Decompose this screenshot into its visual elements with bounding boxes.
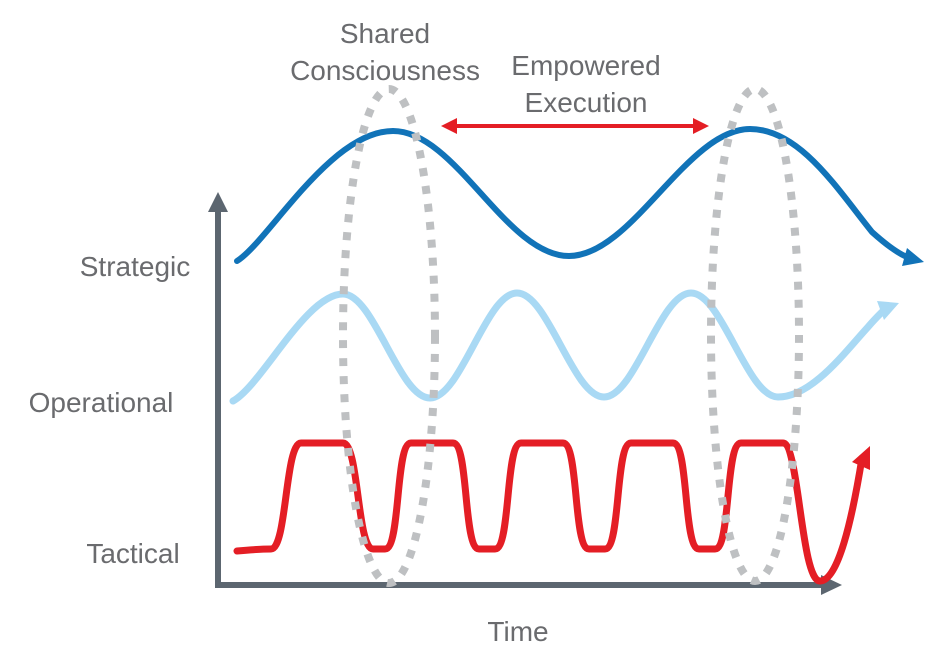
sync-ellipse-right <box>707 85 803 585</box>
strategic-wave <box>234 125 916 264</box>
tactical-wave-arrowhead-icon <box>852 446 870 470</box>
empowered-execution-line1: Empowered <box>511 50 661 81</box>
y-axis-label-strategic: Strategic <box>79 251 191 282</box>
strategic-wave-arrowhead-icon <box>902 248 924 266</box>
y-axis-label-tactical: Tactical <box>86 538 180 569</box>
y-axis-arrowhead-icon <box>208 192 228 212</box>
operational-wave-arrowhead-icon <box>877 301 899 320</box>
tactical-wave <box>233 439 866 585</box>
empowered-execution-line2: Execution <box>524 87 648 118</box>
shared-consciousness-label: Shared Consciousness <box>290 15 480 89</box>
empowered-execution-arrow-left-head-icon <box>441 118 457 134</box>
empowered-execution-label: Empowered Execution <box>511 47 660 121</box>
operational-wave <box>229 289 886 405</box>
empowered-execution-arrow-right-head-icon <box>693 118 709 134</box>
shared-consciousness-line2: Consciousness <box>290 55 480 86</box>
shared-consciousness-line1: Shared <box>339 18 431 49</box>
sync-ellipse-left <box>339 85 439 587</box>
y-axis-label-operational: Operational <box>28 387 174 418</box>
x-axis-label-time: Time <box>487 616 549 647</box>
